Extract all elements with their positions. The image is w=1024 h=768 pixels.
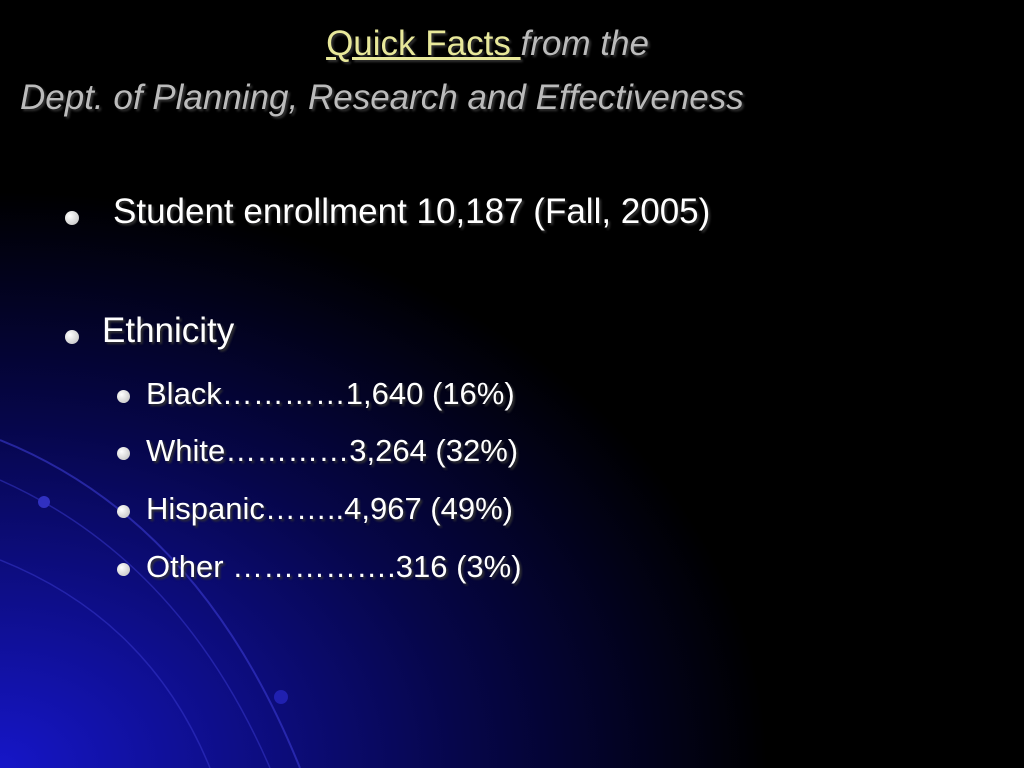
sub-bullet bbox=[117, 390, 130, 403]
title-rest: from the bbox=[520, 24, 649, 63]
bullet-text: Student enrollment 10,187 (Fall, 2005) bbox=[113, 192, 711, 231]
sub-item: Other …………….316 (3%) bbox=[146, 549, 522, 584]
sub-bullet bbox=[117, 447, 130, 460]
bullet bbox=[65, 330, 79, 344]
title-link[interactable]: Quick Facts bbox=[326, 24, 521, 63]
bullet-text: Ethnicity bbox=[102, 311, 235, 350]
sub-bullet bbox=[117, 563, 130, 576]
sub-item: Hispanic……..4,967 (49%) bbox=[146, 491, 513, 526]
title: Quick Facts from the bbox=[0, 24, 975, 64]
subtitle: Dept. of Planning, Research and Effectiv… bbox=[20, 78, 744, 117]
sub-item: Black…………1,640 (16%) bbox=[146, 376, 515, 411]
bullet bbox=[65, 211, 79, 225]
sub-item: White…………3,264 (32%) bbox=[146, 433, 519, 468]
sub-bullet bbox=[117, 505, 130, 518]
